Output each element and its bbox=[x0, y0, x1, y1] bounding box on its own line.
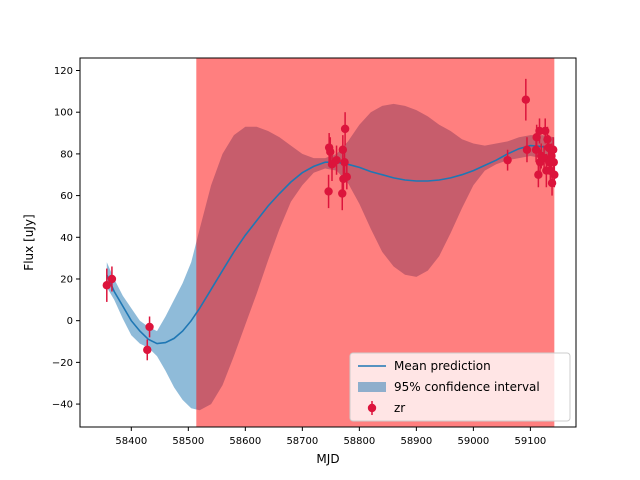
data-marker bbox=[340, 124, 350, 134]
data-marker bbox=[338, 189, 347, 198]
legend: Mean prediction 95% confidence interval zr bbox=[349, 352, 571, 422]
data-marker bbox=[107, 274, 117, 284]
data-point bbox=[107, 266, 117, 292]
data-marker bbox=[550, 170, 559, 179]
y-tick-label: 40 bbox=[60, 233, 73, 244]
legend-label: Mean prediction bbox=[394, 359, 491, 373]
axis-ticks: 58400 58500 58600 58700 58800 58900 59000 59100… bbox=[52, 66, 546, 447]
data-marker bbox=[521, 95, 531, 104]
data-point bbox=[521, 78, 531, 121]
y-tick-label: 120 bbox=[54, 66, 73, 77]
data-marker bbox=[342, 172, 352, 182]
legend-label: 95% confidence interval bbox=[394, 380, 540, 394]
data-point bbox=[342, 164, 352, 190]
data-marker bbox=[332, 155, 341, 165]
data-marker bbox=[543, 135, 552, 144]
x-tick-label: 58800 bbox=[343, 436, 375, 447]
x-tick-label: 58600 bbox=[229, 436, 261, 447]
y-tick-label: 20 bbox=[60, 274, 73, 285]
y-tick-label: −20 bbox=[52, 358, 73, 369]
y-tick-label: 100 bbox=[54, 108, 73, 119]
data-point bbox=[102, 268, 111, 302]
legend-entry: Mean prediction bbox=[358, 359, 491, 373]
x-tick-label: 58700 bbox=[286, 436, 318, 447]
data-marker bbox=[143, 345, 152, 355]
data-marker bbox=[102, 281, 111, 290]
legend-label: zr bbox=[394, 401, 405, 415]
data-point bbox=[332, 145, 341, 175]
x-axis-label: MJD bbox=[316, 452, 339, 466]
data-point bbox=[324, 174, 333, 209]
data-marker bbox=[503, 155, 512, 165]
data-point bbox=[550, 162, 559, 188]
legend-marker-swatch bbox=[367, 403, 377, 413]
x-tick-label: 58900 bbox=[400, 436, 432, 447]
axes-frame bbox=[79, 57, 577, 428]
y-tick-label: 80 bbox=[60, 149, 73, 160]
y-axis-label: Flux [uJy] bbox=[22, 214, 36, 270]
legend-entry: 95% confidence interval bbox=[358, 380, 540, 394]
data-marker bbox=[324, 187, 333, 196]
data-marker bbox=[522, 145, 532, 154]
y-tick-label: 60 bbox=[60, 191, 73, 202]
x-tick-label: 58400 bbox=[115, 436, 147, 447]
legend-entry: zr bbox=[367, 401, 405, 415]
data-point bbox=[522, 137, 532, 163]
x-tick-label: 59000 bbox=[457, 436, 489, 447]
mean-prediction-line bbox=[106, 144, 555, 345]
legend-box bbox=[349, 352, 571, 422]
x-tick-label: 58500 bbox=[172, 436, 204, 447]
data-point bbox=[145, 316, 154, 338]
legend-band-swatch bbox=[358, 382, 386, 392]
y-tick-label: 0 bbox=[67, 316, 73, 327]
data-marker bbox=[532, 133, 541, 142]
data-marker bbox=[145, 322, 154, 332]
data-marker bbox=[326, 147, 335, 157]
data-point bbox=[503, 149, 512, 171]
data-point bbox=[340, 112, 350, 146]
y-tick-label: −40 bbox=[52, 400, 73, 411]
data-point bbox=[143, 339, 152, 361]
x-tick-label: 59100 bbox=[514, 436, 546, 447]
data-marker bbox=[338, 145, 348, 154]
data-marker bbox=[534, 170, 543, 179]
